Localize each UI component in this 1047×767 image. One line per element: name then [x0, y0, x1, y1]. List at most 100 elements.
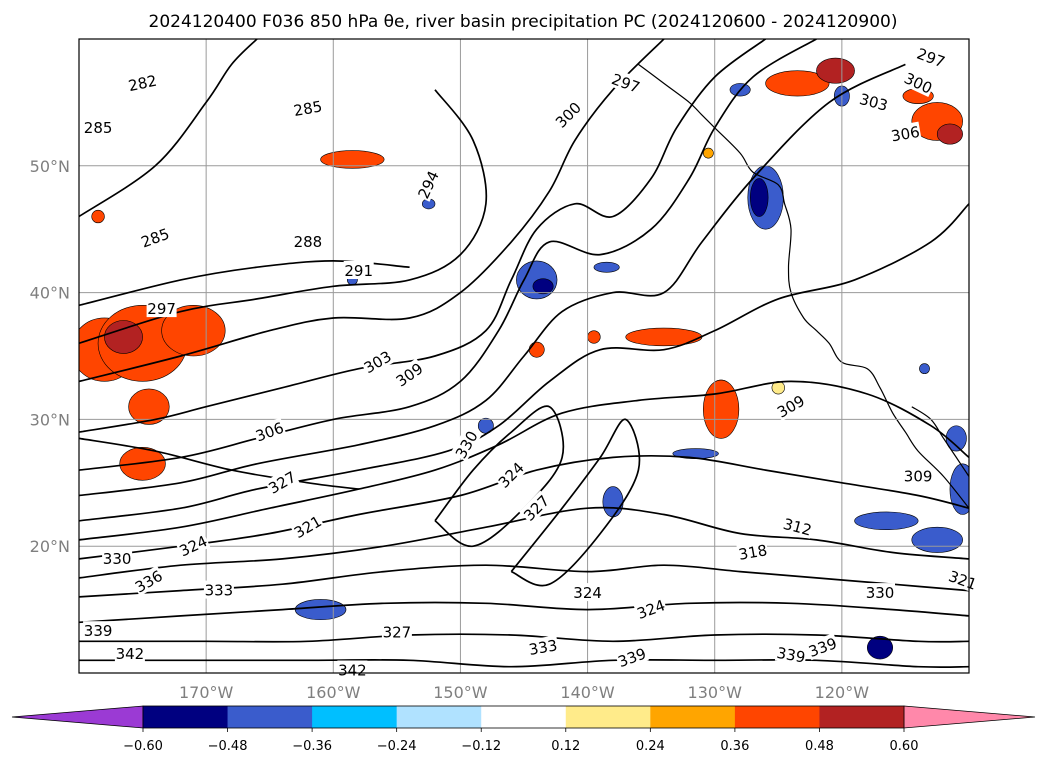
contour-label-group: 303: [359, 346, 395, 377]
contour-label: 330: [452, 428, 482, 462]
colorbar-bin: [734, 706, 820, 728]
contour-label-bg: [493, 457, 528, 492]
pc-shading-patch: [702, 379, 740, 439]
precipitation-pc-shading: [79, 57, 969, 660]
contour-label-bg: [130, 565, 166, 597]
contour-label-group: 333: [526, 635, 560, 659]
contour-label-bg: [633, 595, 668, 623]
colorbar-bin: [481, 706, 567, 728]
pc-shading-patch: [765, 70, 830, 97]
theta-e-contour-282: [79, 39, 258, 218]
contour-label-group: 342: [337, 660, 368, 680]
contour-label-group: 297: [914, 43, 949, 71]
contour-label: 285: [84, 119, 113, 137]
theta-e-contour-342: [79, 659, 969, 668]
colorbar-tick-label: 0.36: [720, 739, 749, 754]
contour-label-group: 297: [608, 68, 644, 97]
contour-label-bg: [102, 548, 133, 567]
contour-label-bg: [865, 583, 895, 602]
pc-shading-patch: [750, 178, 769, 217]
theta-e-contours: [79, 39, 969, 668]
contour-label-bg: [526, 635, 560, 659]
contour-label: 285: [292, 97, 323, 120]
contour-label-group: 312: [780, 513, 815, 540]
contour-label-bg: [945, 565, 981, 594]
contour-label-group: 309: [903, 466, 934, 486]
theta-e-contour-330: [434, 405, 564, 548]
contour-label: 297: [609, 70, 642, 97]
contour-label-bg: [773, 390, 808, 422]
contour-label: 306: [890, 123, 921, 146]
contour-label-group: 300: [901, 67, 936, 98]
contour-label-group: 303: [857, 88, 891, 115]
x-tick-label: 140°W: [560, 683, 615, 702]
y-axis-ticks: 50°N 40°N 30°N 20°N: [30, 157, 70, 556]
contour-label-bg: [413, 166, 443, 202]
pc-shading-patch: [911, 526, 963, 553]
contour-label-group: 306: [888, 121, 922, 146]
colorbar-tick-label: 0.12: [551, 739, 580, 754]
contour-label-bg: [780, 513, 815, 539]
pc-shading-patch: [91, 209, 105, 224]
x-axis-ticks: 170°W 160°W 150°W 140°W 130°W 120°W: [179, 683, 869, 702]
pc-shading-patch: [866, 635, 894, 660]
contour-label-bg: [175, 530, 211, 560]
contour-label: 330: [103, 550, 132, 568]
contour-label-group: 339: [774, 642, 808, 667]
contour-label-bg: [337, 660, 368, 679]
contour-label: 318: [737, 541, 768, 564]
pc-shading-patch: [528, 341, 545, 358]
contour-label: 342: [116, 645, 145, 663]
contour-label-group: 324: [633, 595, 668, 623]
contour-label-group: 339: [83, 621, 114, 640]
contour-label-group: 309: [773, 390, 808, 422]
colorbar-tick-label: 0.60: [890, 739, 919, 754]
colorbar-bin: [143, 706, 229, 728]
contour-label-bg: [359, 346, 395, 377]
pc-shading-patch: [702, 147, 714, 159]
contour-label: 285: [139, 225, 172, 252]
contour-label: 300: [552, 99, 585, 132]
contour-label-bg: [608, 68, 644, 97]
contour-label-group: 285: [83, 117, 114, 137]
pc-shading-patch: [936, 123, 963, 145]
contour-label-bg: [572, 583, 603, 602]
x-tick-label: 160°W: [306, 683, 361, 702]
contour-label-bg: [83, 621, 114, 640]
pc-shading-patch: [119, 446, 166, 481]
contour-label: 288: [294, 233, 323, 251]
contour-label: 339: [775, 644, 806, 667]
contour-label-group: 330: [102, 548, 133, 568]
colorbar-frame: [142, 705, 905, 729]
coastline: [911, 406, 969, 477]
contour-label-bg: [137, 223, 173, 251]
contour-label: 297: [914, 45, 947, 72]
contour-label-group: 342: [114, 644, 145, 663]
colorbar-tick-label: 0.48: [805, 739, 834, 754]
contour-label: 327: [383, 623, 412, 641]
contour-label-group: 321: [289, 511, 325, 542]
contour-label-bg: [114, 644, 145, 662]
theta-e-contour-291: [79, 89, 488, 345]
colorbar-tick-label: 0.24: [636, 739, 665, 754]
plot-frame: [78, 38, 970, 674]
y-tick-label: 30°N: [30, 410, 70, 429]
theta-e-contour-318: [79, 506, 969, 579]
y-tick-label: 40°N: [30, 284, 70, 303]
contour-label-bg: [381, 622, 412, 641]
colorbar-bin: [819, 706, 905, 728]
contour-label-bg: [343, 261, 374, 279]
pc-shading-patch: [516, 260, 558, 300]
contour-label-bg: [519, 490, 553, 525]
contour-label: 339: [84, 622, 113, 640]
contour-label-group: 324: [572, 583, 603, 602]
contour-label-group: 282: [125, 70, 159, 95]
contour-label: 330: [866, 584, 895, 602]
y-tick-label: 50°N: [30, 157, 70, 176]
contour-label-bg: [203, 580, 234, 599]
contour-label: 339: [806, 634, 839, 661]
pc-shading-patch: [945, 425, 967, 452]
theta-e-contour-297: [79, 39, 767, 433]
contour-label: 312: [781, 515, 813, 540]
